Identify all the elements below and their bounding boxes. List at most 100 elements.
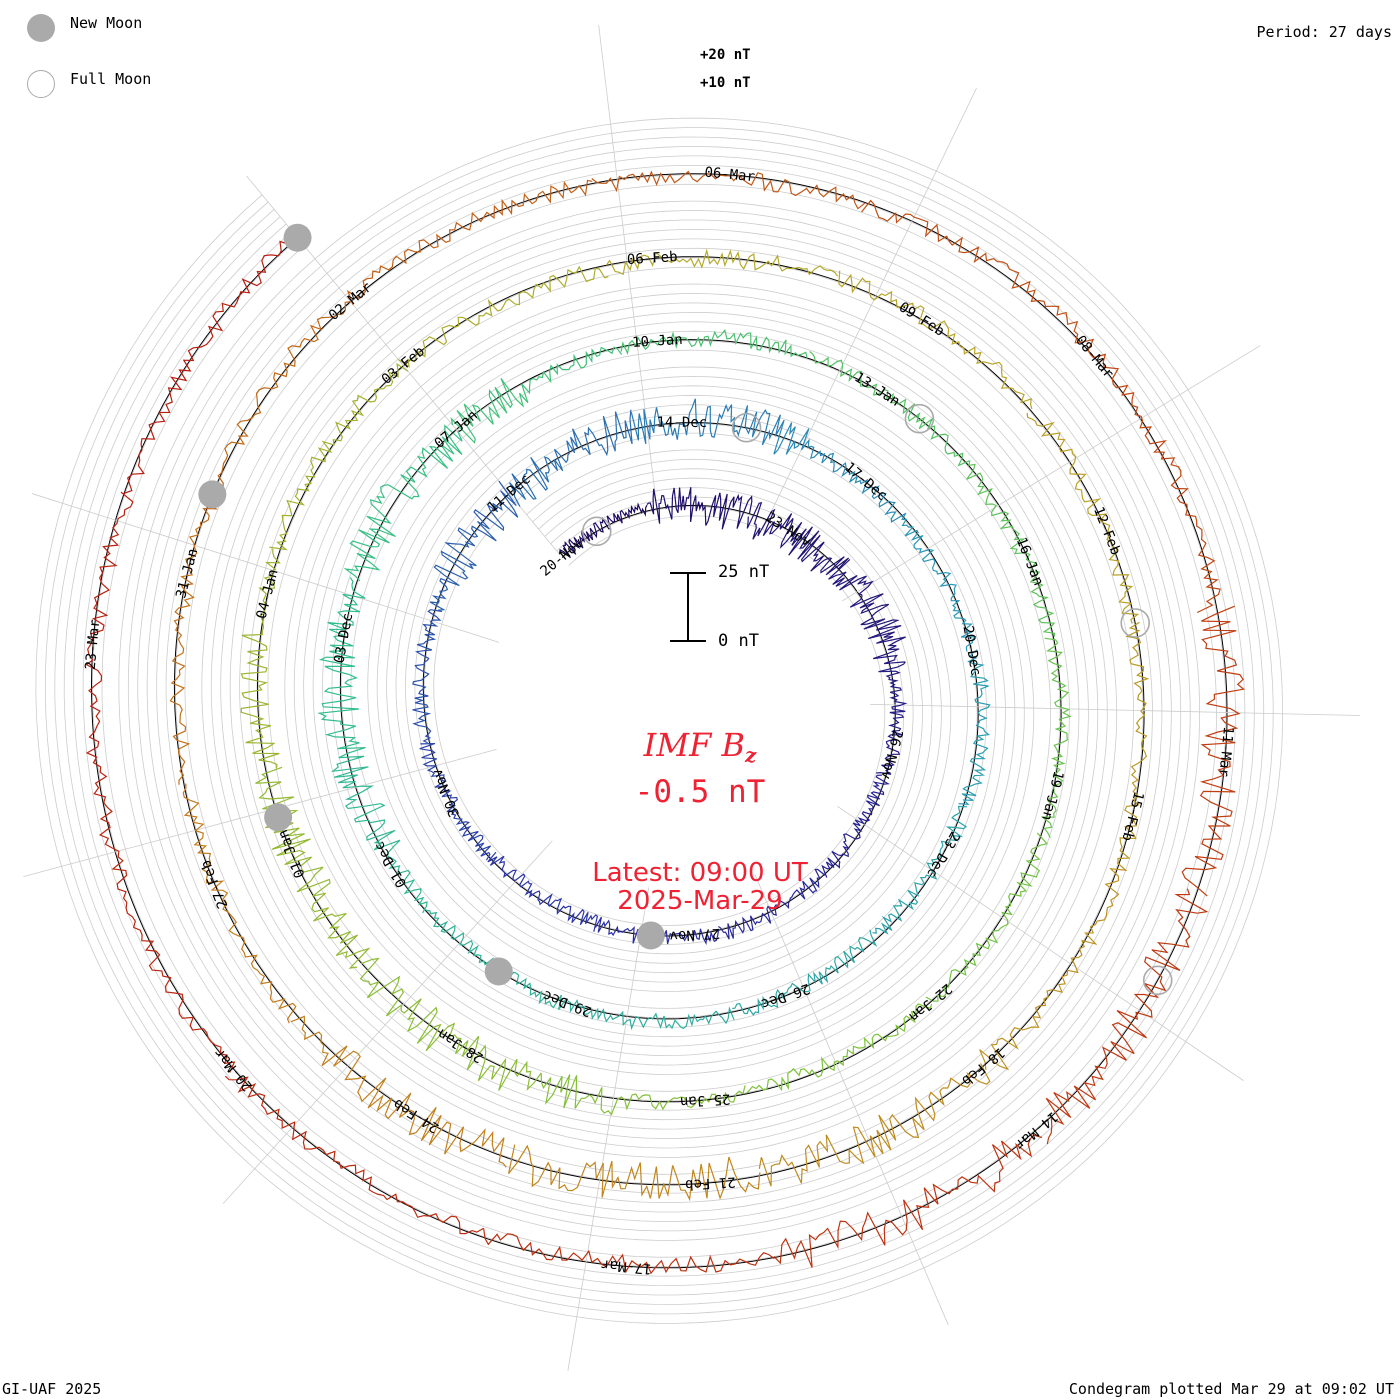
bz-trace-segment [746,1003,933,1094]
date-tick-label: 17-Mar [600,1256,652,1277]
bz-trace-segment [630,398,785,446]
bz-trace-segment [429,480,519,611]
bz-trace-segment [85,491,134,798]
bz-trace-segment [1045,888,1209,1145]
date-tick-label: 02-Mar [326,279,375,324]
bz-trace-segment [717,868,826,940]
grid-spoke [841,345,1261,602]
date-tick-label: 14-Dec [657,415,708,431]
bz-trace-segment [540,1073,746,1116]
full-moon-marker [1142,965,1173,996]
date-tick-label: 04-Jan [254,568,282,621]
date-tick-label: 25-Jan [679,1090,730,1109]
bz-trace-segment [343,424,463,582]
date-tick-label: 31-Jan [173,547,201,600]
bz-trace-segment [620,328,808,359]
new-moon-marker [484,957,513,986]
scale-bottom-label: 0 nT [718,631,759,651]
scale-top-label: 25 nT [718,562,770,582]
period-label: Period: 27 days [1256,23,1392,41]
ring-grid [23,24,1360,1371]
full-moon-marker [581,516,612,547]
bz-trace-segment [317,577,366,759]
date-tick-label: 28-Jan [435,1025,486,1066]
bz-trace-segment [1181,605,1245,897]
date-tick-label: 06-Feb [627,249,678,268]
bz-trace-segment [1117,621,1150,863]
date-tick-label: 20-Nov [537,535,586,580]
bz-trace-segment [169,521,202,785]
bz-trace-segment [758,1063,991,1187]
bz-trace-segment [123,235,297,494]
bz-trace-segment [958,649,991,806]
bz-trace-segment [419,743,492,861]
bz-trace-segment [567,999,735,1031]
bz-trace-segment [872,805,968,935]
date-tick-label: 03-Feb [379,343,428,388]
bz-trace-segment [450,346,623,444]
parameter-title: IMF Bz [0,726,1400,767]
bz-trace-segment [509,409,633,507]
grid-spoke [23,748,497,878]
date-tick-label: 09-Feb [896,299,947,340]
grid-spoke [222,840,553,1204]
latest-time: Latest: 09:00 UT [592,858,808,888]
footer-credit: GI-UAF 2025 [2,1380,102,1398]
date-tick-label: 20-Mar [211,1045,256,1094]
grid-ring [101,183,1217,1258]
date-tick-label: 24-Feb [391,1095,442,1136]
bz-trace-segment [821,774,890,878]
grid-spoke [762,87,977,530]
date-tick-label: 06-Mar [704,165,756,186]
new-moon-marker [264,803,293,832]
full-moon-marker [904,403,935,434]
new-moon-marker [198,480,227,509]
moon-markers [198,223,1173,996]
new-moon-marker [283,223,312,252]
grid-ring [35,117,1283,1324]
bz-trace-segment [98,797,236,1073]
full-moon-marker [731,412,762,443]
grid-ring [73,155,1246,1287]
bz-trace-segment [732,929,878,1016]
bz-trace-segment [508,1144,761,1202]
zero-baseline [90,173,1228,1269]
date-tick-label: 27-Nov [669,925,720,944]
footer-plotted: Condegram plotted Mar 29 at 09:02 UT [1068,1380,1394,1398]
bz-trace-segment [483,1228,775,1275]
bz-trace-segment [901,512,977,652]
date-tick-label: 10-Jan [632,332,683,351]
full-moon-marker [1120,608,1151,638]
date-tick-label: 11-Mar [1215,726,1236,778]
grid-spoke [31,493,500,643]
date-tick-label: 22-Jan [906,980,955,1025]
bz-trace-segment [966,460,1056,637]
full-moon-legend-icon [27,70,55,98]
bz-trace-segment [290,1015,507,1168]
bz-trace-segment [591,170,866,210]
bz-trace-segment [397,265,609,368]
bz-trace-segment [269,362,409,551]
bz-trace-segment [255,766,371,969]
data-traces [85,170,1245,1275]
bz-trace-segment [487,851,599,932]
ring-amplitude-label-20: +20 nT [700,47,751,63]
new-moon-legend-icon [27,14,55,42]
date-tick-label: 20-Dec [959,624,983,677]
bz-trace-segment [773,420,906,523]
bz-trace-segment [330,755,428,914]
grid-spoke [837,806,1244,1081]
bz-trace-segment [359,957,542,1091]
bz-trace-segment [925,832,1049,1002]
bz-trace-segment [979,862,1128,1071]
latest-date: 2025-Mar-29 [617,886,783,916]
bz-trace-segment [202,301,351,524]
bz-trace-segment [346,179,593,306]
date-tick-label: 13-Jan [851,369,902,410]
bz-trace-segment [558,502,648,559]
bz-trace-segment [861,199,1095,359]
bz-trace-segment [828,558,906,665]
bz-trace-segment [224,1075,484,1235]
date-tick-label: 14-Mar [1011,1108,1060,1153]
grid-spoke [567,887,650,1371]
